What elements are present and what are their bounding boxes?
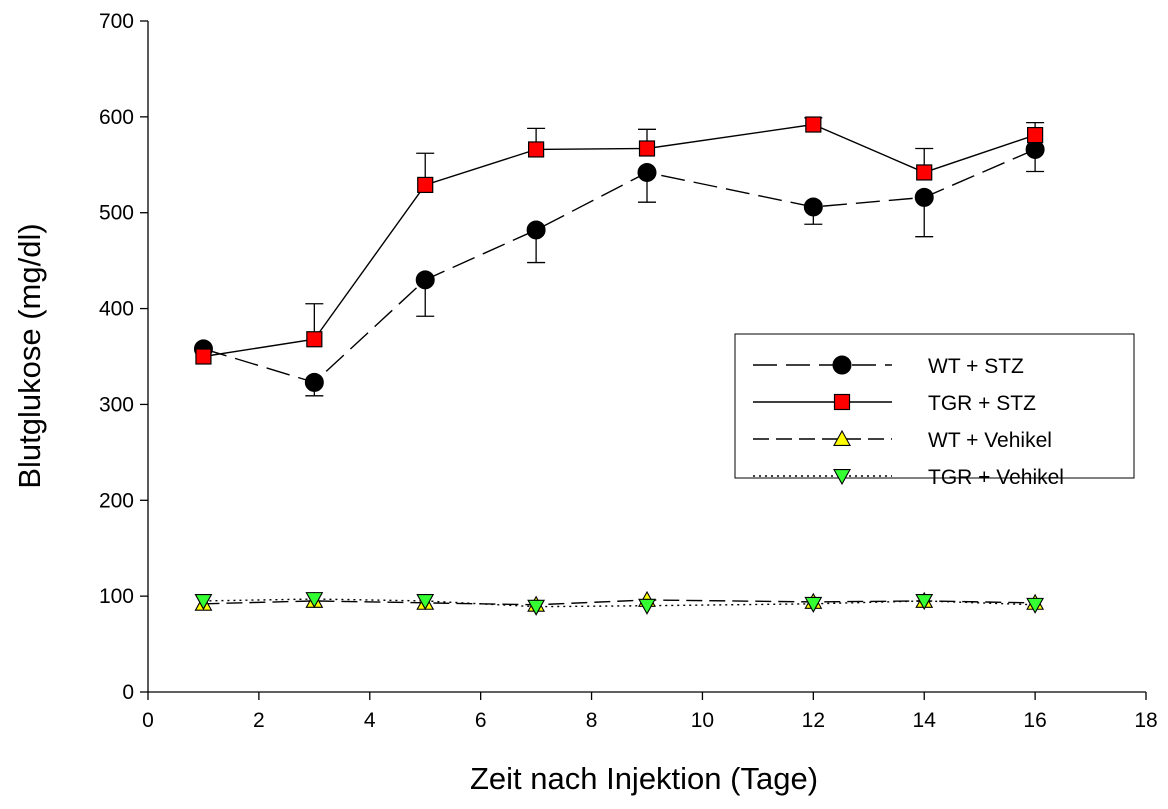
series-3 (203, 598, 1036, 608)
data-point (527, 599, 546, 616)
data-point (916, 164, 933, 181)
data-point (195, 348, 212, 365)
series-0-markers (193, 139, 1045, 392)
data-point (528, 141, 545, 158)
legend-box (734, 333, 1135, 479)
legend-marker (833, 469, 851, 486)
series-line (203, 148, 1036, 384)
series-2 (203, 599, 1036, 606)
data-point (1027, 126, 1044, 144)
data-point (304, 372, 324, 392)
y-axis-label: Blutglukose (mg/dl) (12, 223, 47, 488)
y-tick-label: 100 (99, 585, 134, 608)
data-point (415, 270, 435, 290)
x-axis-label: Zeit nach Injektion (Tage) (470, 761, 818, 796)
x-tick-label: 12 (802, 709, 825, 732)
legend-label: WT + STZ (928, 355, 1024, 378)
y-tick-label: 0 (122, 681, 134, 704)
x-tick-label: 4 (364, 709, 376, 732)
legend-marker (833, 429, 851, 446)
data-point (804, 596, 823, 613)
data-point (305, 592, 324, 609)
data-point (803, 197, 823, 217)
x-tick-label: 0 (142, 709, 154, 732)
x-tick-label: 10 (691, 709, 714, 732)
data-point (526, 220, 546, 240)
data-point (416, 593, 435, 611)
data-point (194, 593, 213, 611)
y-tick-label: 600 (99, 106, 134, 129)
series-layer (193, 116, 1045, 616)
axis-ticks: 0 2 4 6 8 10 12 14 16 18 0 100 200 300 400 500 600 700 (99, 10, 1158, 732)
axes (147, 21, 1146, 693)
data-point (914, 187, 934, 207)
x-tick-label: 2 (253, 709, 265, 732)
legend-marker (833, 393, 851, 411)
x-tick-label: 14 (913, 709, 937, 732)
y-tick-label: 200 (99, 489, 134, 512)
legend-item: WT + Vehikel (753, 429, 1052, 452)
data-point (637, 162, 657, 182)
x-tick-label: 6 (475, 709, 487, 732)
series-line (203, 598, 1036, 608)
legend-marker (832, 355, 852, 375)
series-line (203, 123, 1036, 358)
legend-item: WT + STZ (753, 355, 1024, 378)
data-point (417, 176, 434, 194)
x-tick-label: 16 (1023, 709, 1046, 732)
legend-item: TGR + STZ (753, 392, 1036, 415)
y-tick-label: 500 (99, 202, 134, 225)
x-tick-label: 18 (1134, 709, 1157, 732)
x-tick-label: 8 (586, 709, 598, 732)
y-tick-label: 700 (99, 10, 134, 33)
legend-label: TGR + Vehikel (928, 466, 1064, 489)
series-3-markers (194, 592, 1045, 616)
data-point (306, 331, 323, 348)
legend-item: TGR + Vehikel (753, 466, 1064, 489)
y-tick-label: 400 (99, 298, 134, 321)
legend: WT + STZ TGR + STZ WT + Vehikel TGR + Vehik… (734, 333, 1135, 489)
data-point (805, 116, 822, 133)
data-point (915, 593, 934, 611)
legend-label: WT + Vehikel (928, 429, 1052, 452)
data-point (1026, 597, 1045, 614)
data-point (638, 598, 656, 615)
legend-label: TGR + STZ (928, 392, 1036, 415)
series-line (203, 599, 1036, 606)
y-tick-label: 300 (99, 393, 134, 416)
series-1-markers (195, 116, 1044, 365)
data-point (638, 140, 656, 157)
